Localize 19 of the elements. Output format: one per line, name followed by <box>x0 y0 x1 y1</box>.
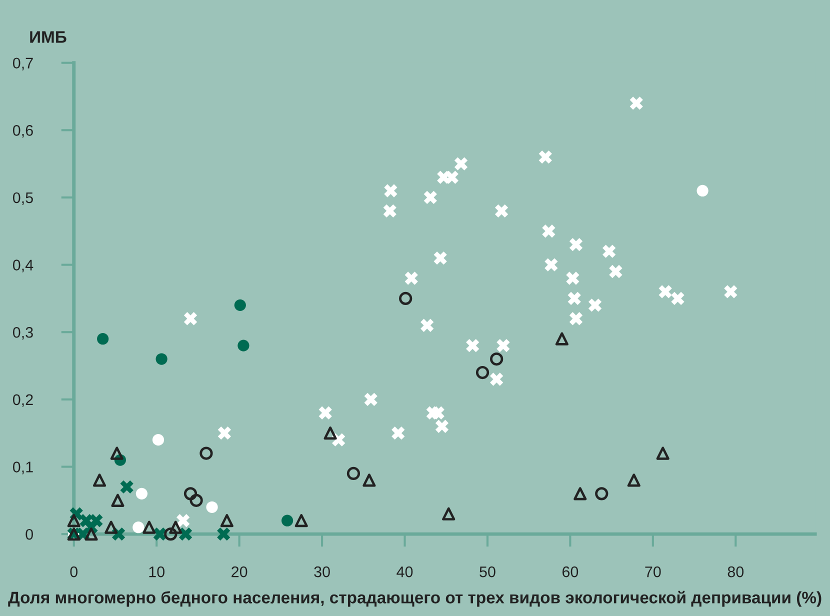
x-tick-label: 80 <box>728 566 744 578</box>
x-tick-label: 70 <box>645 566 661 578</box>
x-tick-label: 20 <box>232 566 248 578</box>
y-tick-label: 0,5 <box>12 192 33 205</box>
x-tick-label: 50 <box>480 566 496 578</box>
x-tick-label: 60 <box>562 566 578 578</box>
y-tick-label: 0,2 <box>12 394 33 407</box>
y-axis-title: ИМБ <box>30 31 66 43</box>
y-tick-label: 0 <box>26 528 33 540</box>
y-tick-label: 0,1 <box>12 462 33 474</box>
x-tick-label: 10 <box>149 566 164 578</box>
y-tick-label: 0,6 <box>12 125 33 138</box>
x-tick-label: 30 <box>314 566 330 578</box>
x-tick-label: 40 <box>396 566 413 578</box>
x-tick-label: 0 <box>70 566 78 578</box>
y-tick-label: 0,7 <box>12 58 33 70</box>
y-tick-label: 0,4 <box>12 260 34 272</box>
y-tick-label: 0,3 <box>12 326 33 340</box>
x-axis-title: Доля многомерно бедного населения, страдающего от трех видов экологической депривации (%) <box>8 590 822 607</box>
